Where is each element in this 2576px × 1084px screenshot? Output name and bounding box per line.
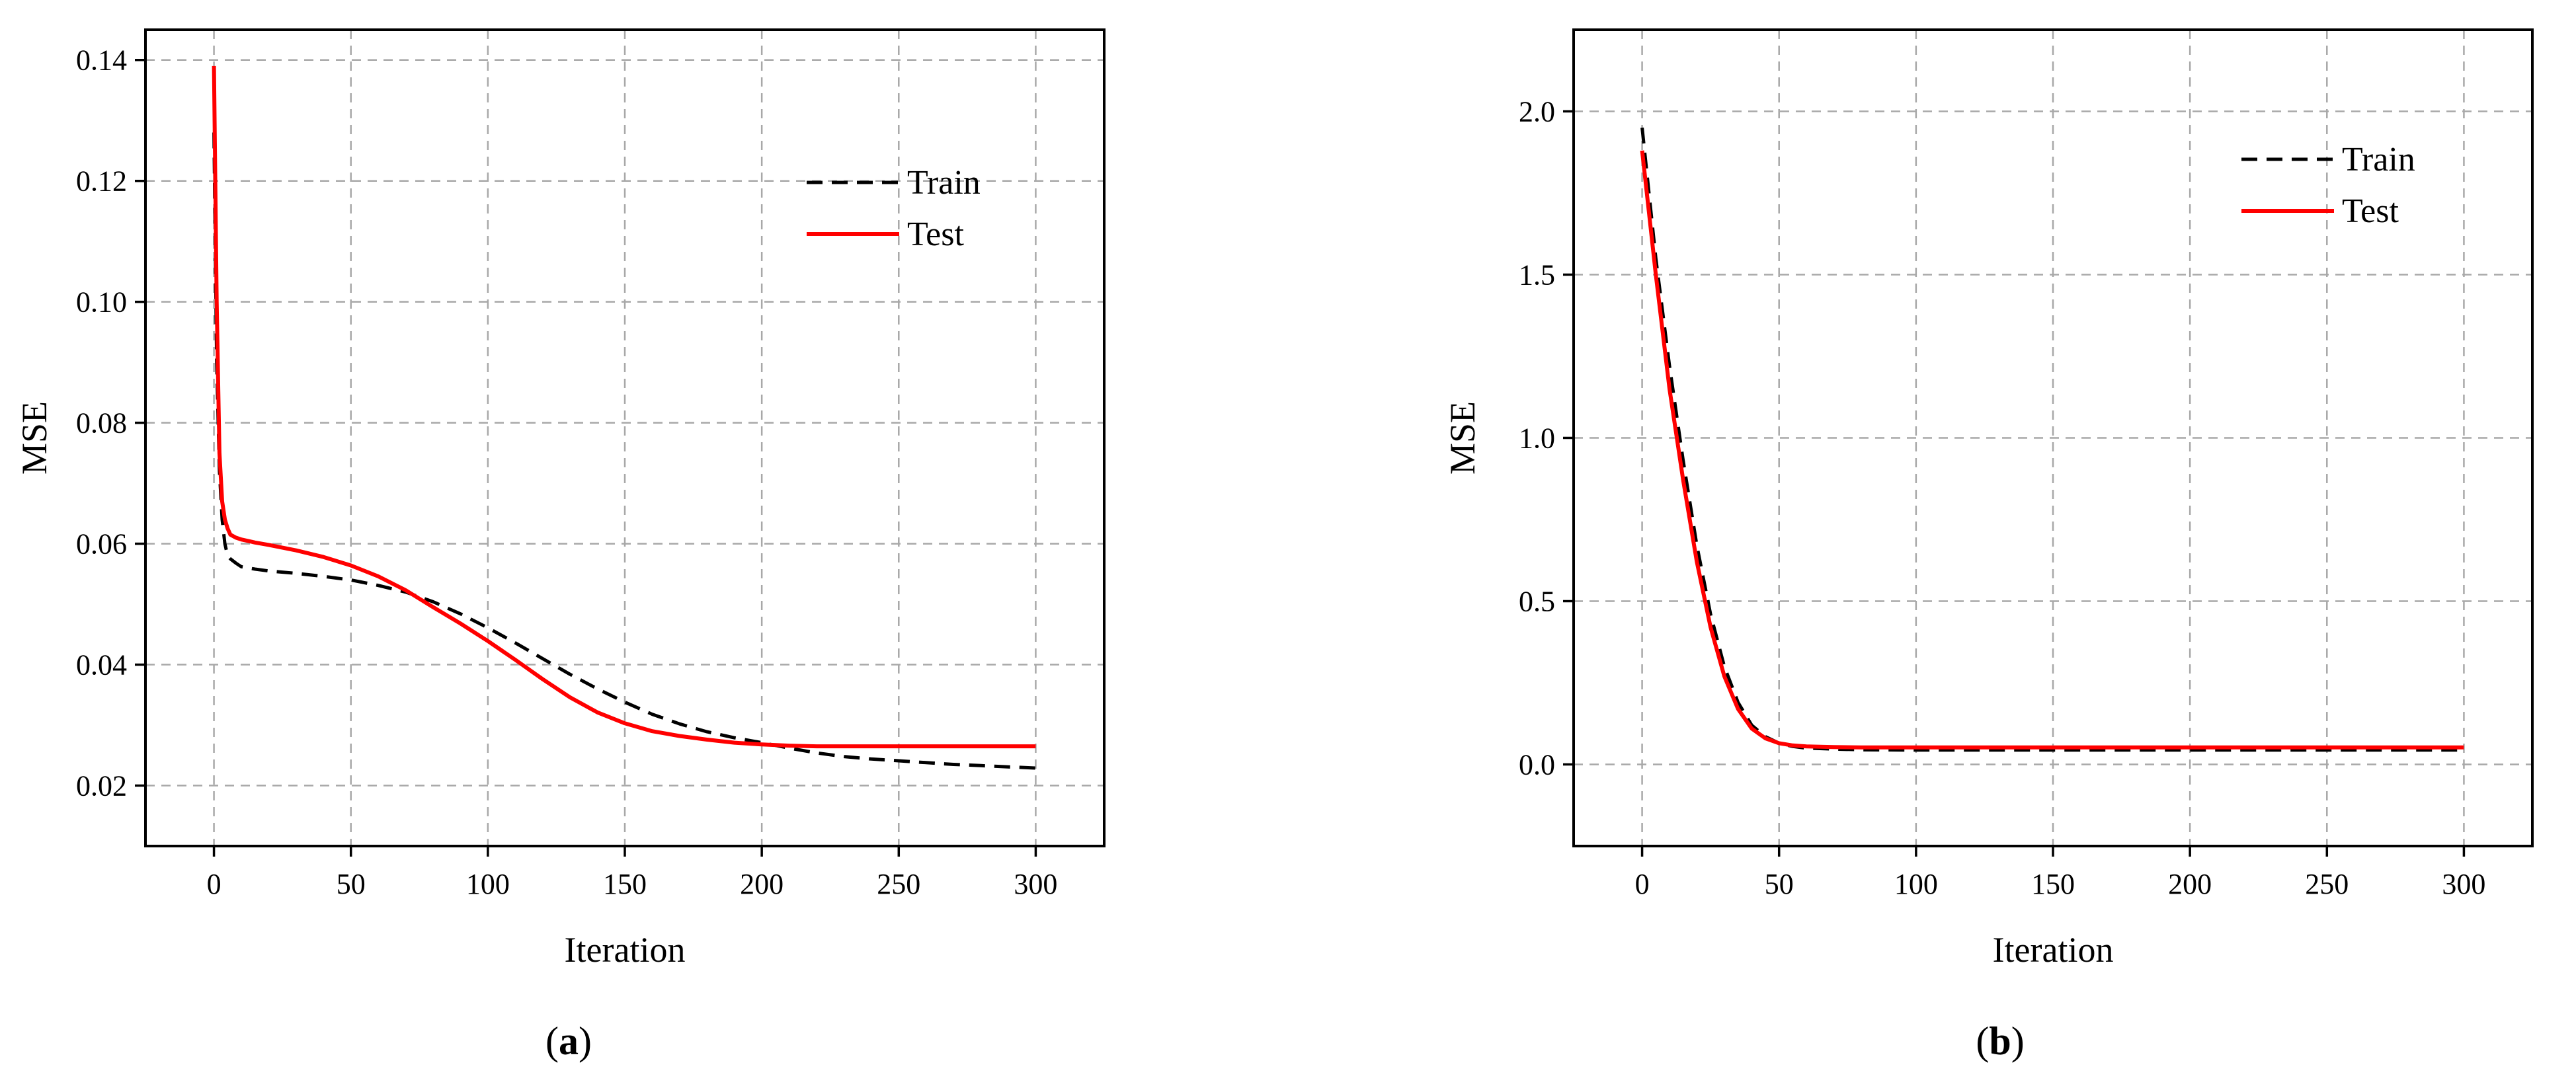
y-tick-label: 0.10 <box>76 286 127 319</box>
y-axis-title: MSE <box>15 401 54 475</box>
panel-a: 0 50 100 150 200 250 300 0.02 0.04 0.06 0.08 0.10 0.… <box>15 28 1106 1063</box>
series-line-test <box>212 65 1036 749</box>
y-tick-label: 2.0 <box>1519 96 1555 128</box>
panel-caption-letter: b <box>1989 1019 2011 1063</box>
y-tick-label: 0.04 <box>76 649 127 681</box>
y-tick-label: 0.0 <box>1519 749 1555 781</box>
panel-caption-letter: a <box>559 1019 579 1063</box>
x-tick-label: 250 <box>877 868 920 900</box>
x-tick-label: 200 <box>2168 868 2212 900</box>
x-tick-label: 100 <box>1894 868 1938 900</box>
panel-caption: (a) <box>545 1019 592 1063</box>
x-tick-label: 150 <box>603 868 647 900</box>
y-tick-label: 1.5 <box>1519 259 1555 291</box>
y-tick-label: 0.14 <box>76 44 127 77</box>
x-tick-label: 100 <box>466 868 510 900</box>
y-tick-label: 0.06 <box>76 528 127 561</box>
x-tick-label: 50 <box>1765 868 1794 900</box>
x-tick-label: 300 <box>2442 868 2485 900</box>
y-axis-title: MSE <box>1443 401 1482 475</box>
series-line-train <box>212 132 1036 770</box>
panel-b: 0 50 100 150 200 250 300 0.0 0.5 1.0 1.5 2.0 Iterati… <box>1443 28 2534 1063</box>
x-tick-label: 50 <box>337 868 366 900</box>
legend-label-test: Test <box>2342 192 2399 230</box>
legend-label-test: Test <box>907 215 964 253</box>
y-tick-label: 1.0 <box>1519 422 1555 455</box>
legend-label-train: Train <box>907 164 981 202</box>
y-tick-label: 0.5 <box>1519 586 1555 618</box>
x-axis-title: Iteration <box>565 930 686 970</box>
x-tick-label: 150 <box>2031 868 2075 900</box>
panel-caption: (b) <box>1976 1019 2024 1063</box>
x-tick-label: 250 <box>2305 868 2349 900</box>
legend-label-train: Train <box>2342 141 2415 178</box>
x-tick-label: 0 <box>207 868 221 900</box>
x-tick-label: 0 <box>1635 868 1650 900</box>
y-tick-label: 0.12 <box>76 165 127 198</box>
x-tick-label: 300 <box>1014 868 1057 900</box>
series-line-test <box>1640 150 2464 750</box>
x-tick-label: 200 <box>740 868 784 900</box>
y-tick-label: 0.08 <box>76 407 127 440</box>
x-axis-title: Iteration <box>1993 930 2114 970</box>
y-tick-label: 0.02 <box>76 770 127 802</box>
